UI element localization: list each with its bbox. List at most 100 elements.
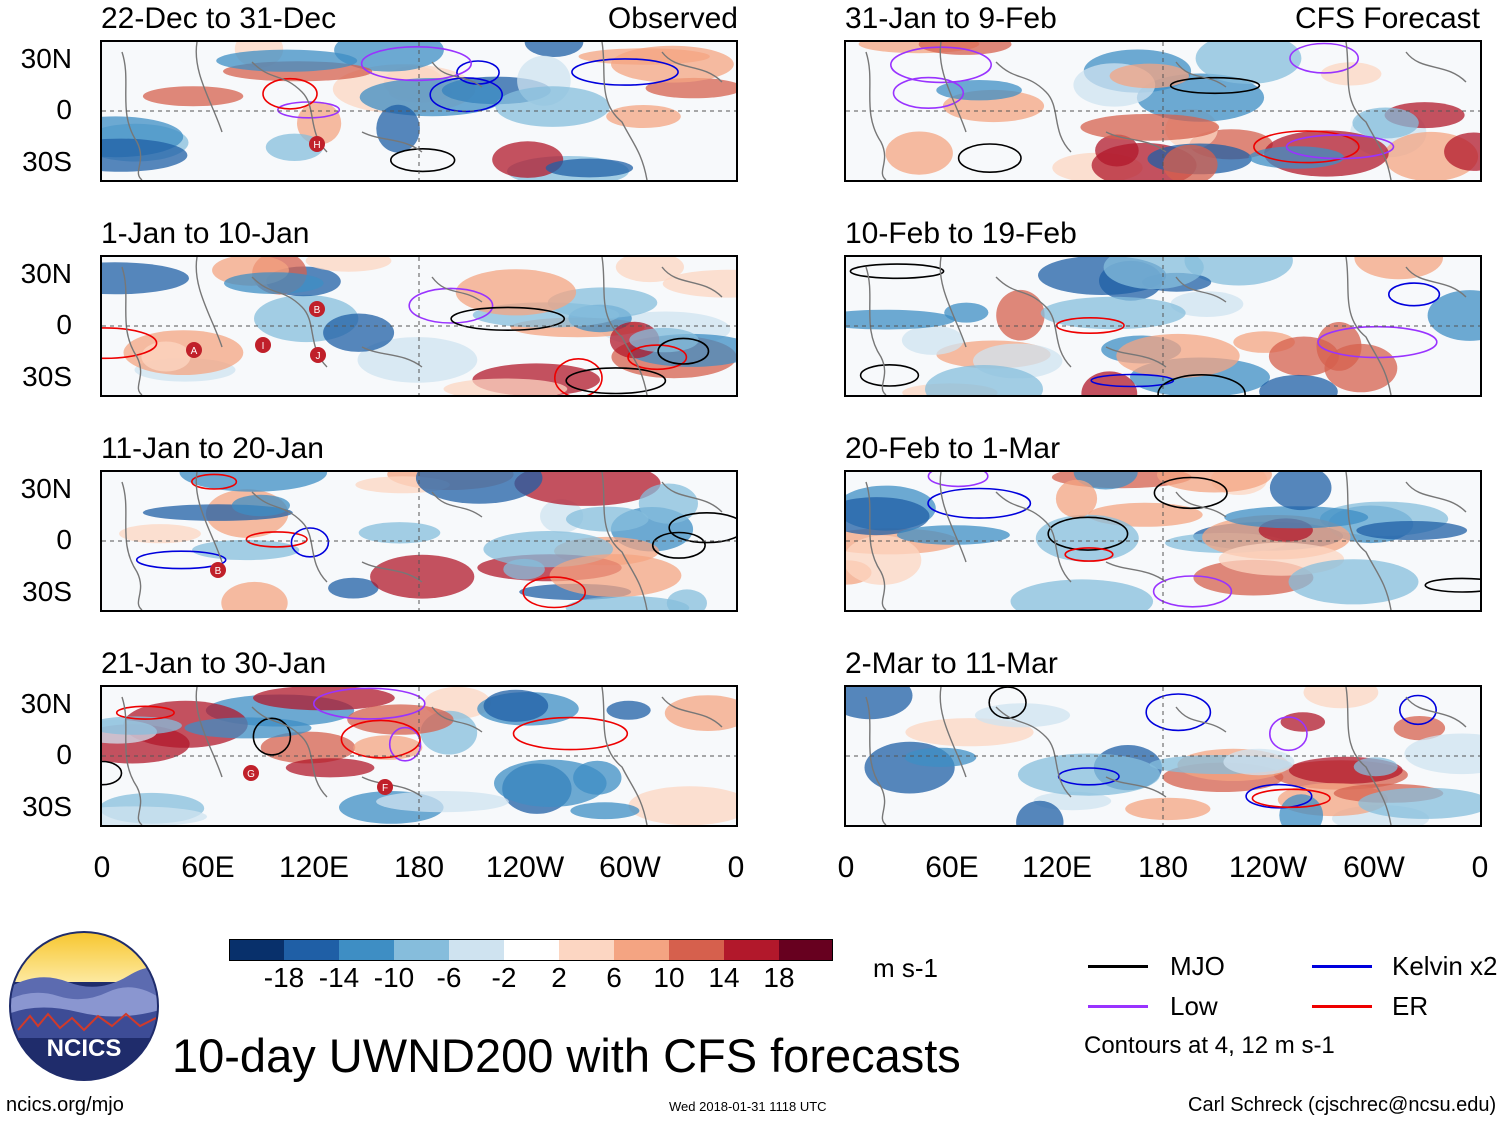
wave-contour <box>1387 282 1441 307</box>
anomaly-blob <box>1280 712 1326 732</box>
anomaly-blob <box>1095 134 1139 167</box>
anomaly-blob <box>628 786 736 825</box>
anomaly-blob <box>896 525 1010 545</box>
anomaly-blob <box>1080 113 1220 141</box>
uwnd-field <box>846 42 1480 180</box>
lat-label-30n: 30N <box>20 688 72 719</box>
anomaly-blob <box>102 806 207 825</box>
anomaly-blob <box>925 365 1043 395</box>
anomaly-blob <box>370 554 475 599</box>
storm-marker: B <box>210 562 226 578</box>
anomaly-blob <box>1320 62 1382 86</box>
wave-contour <box>1090 373 1175 388</box>
uwnd-field <box>846 257 1480 395</box>
wave-contour <box>340 719 421 759</box>
svg-text:NCICS: NCICS <box>47 1035 122 1062</box>
wave-contour <box>429 77 504 113</box>
anomaly-blob <box>102 716 182 735</box>
anomaly-blob <box>297 101 342 145</box>
wave-contour <box>1285 134 1395 160</box>
footer-url[interactable]: ncics.org/mjo <box>6 1094 124 1116</box>
wave-contour <box>360 46 473 82</box>
anomaly-blob <box>357 337 478 383</box>
anomaly-blob <box>901 325 964 355</box>
anomaly-blob <box>918 42 1012 55</box>
colorbar-tick: -10 <box>373 962 415 993</box>
anomaly-blob <box>285 758 375 778</box>
coastline <box>865 42 1467 180</box>
anomaly-blob <box>1358 787 1480 819</box>
anomaly-blob <box>323 313 395 352</box>
lat-label-0: 0 <box>56 739 72 770</box>
anomaly-blob <box>1404 733 1480 775</box>
anomaly-blob <box>1356 521 1468 540</box>
anomaly-blob <box>1353 757 1398 777</box>
anomaly-blob <box>1268 336 1339 377</box>
wave-contour <box>102 327 158 360</box>
colorbar-cell <box>449 939 505 961</box>
svg-text:B: B <box>314 305 321 316</box>
colorbar-tick: -6 <box>436 962 462 993</box>
wave-contour <box>1064 547 1114 562</box>
lon-label: 60W <box>599 851 661 884</box>
lon-label: 60E <box>181 851 235 884</box>
storm-marker: B <box>309 301 325 317</box>
map-panel-forecast-2 <box>844 255 1482 397</box>
anomaly-blob <box>179 472 328 492</box>
wave-contour <box>1145 693 1212 732</box>
colorbar-cell <box>779 939 833 961</box>
anomaly-blob <box>664 695 736 731</box>
wave-contour <box>1047 516 1129 551</box>
panel-title-3: 11-Jan to 20-Jan <box>101 432 324 465</box>
lat-label-30s: 30S <box>22 361 72 392</box>
anomaly-blob <box>443 378 568 395</box>
storm-marker: J <box>310 347 326 363</box>
wave-contour <box>1157 374 1246 395</box>
anomaly-blob <box>570 802 640 820</box>
anomaly-blob <box>1016 800 1064 825</box>
anomaly-blob <box>1427 290 1480 341</box>
colorbar-cell <box>504 939 560 961</box>
uwnd-field <box>102 687 736 825</box>
anomaly-blob <box>495 86 610 127</box>
anomaly-blob <box>415 472 543 504</box>
anomaly-blob <box>565 596 690 610</box>
wave-contour <box>388 726 422 762</box>
anomaly-blob <box>376 791 509 813</box>
anomaly-blob <box>1279 794 1324 825</box>
panel-title-5: 31-Jan to 9-Feb <box>845 2 1057 35</box>
lon-label: 0 <box>1471 851 1489 884</box>
svg-text:B: B <box>215 566 222 577</box>
wave-contour <box>290 527 330 558</box>
colorbar-tick: -2 <box>491 962 517 993</box>
anomaly-blob <box>1040 296 1186 330</box>
anomaly-blob <box>265 133 324 161</box>
wave-contour <box>651 531 706 559</box>
anomaly-blob <box>1248 146 1345 169</box>
anomaly-blob <box>615 257 684 283</box>
wave-contour <box>1289 42 1359 74</box>
anomaly-blob <box>455 269 577 316</box>
lat-label-30n: 30N <box>20 258 72 289</box>
anomaly-blob <box>606 105 681 128</box>
wave-contour <box>627 344 688 371</box>
wave-contour <box>892 76 965 110</box>
anomaly-blob <box>996 289 1045 341</box>
lat-label-0: 0 <box>56 524 72 555</box>
anomaly-blob <box>1354 257 1443 280</box>
lon-label: 120W <box>1228 851 1308 884</box>
map-panel-observed-4 <box>100 685 738 827</box>
map-panel-observed-2 <box>100 255 738 397</box>
anomaly-blob <box>1288 559 1419 605</box>
cfs-forecast-label: CFS Forecast <box>1294 2 1480 35</box>
anomaly-blob <box>102 262 189 295</box>
anomaly-blob <box>305 257 392 272</box>
anomaly-blob <box>885 131 953 175</box>
anomaly-blob <box>1055 479 1098 518</box>
colorbar-tick: 14 <box>708 962 740 993</box>
main-title: 10-day UWND200 with CFS forecasts <box>172 1029 961 1082</box>
panel-title-4: 21-Jan to 30-Jan <box>101 647 327 680</box>
wave-contour <box>115 705 175 720</box>
wave-contour <box>927 487 1032 519</box>
anomaly-blob <box>1035 514 1139 562</box>
